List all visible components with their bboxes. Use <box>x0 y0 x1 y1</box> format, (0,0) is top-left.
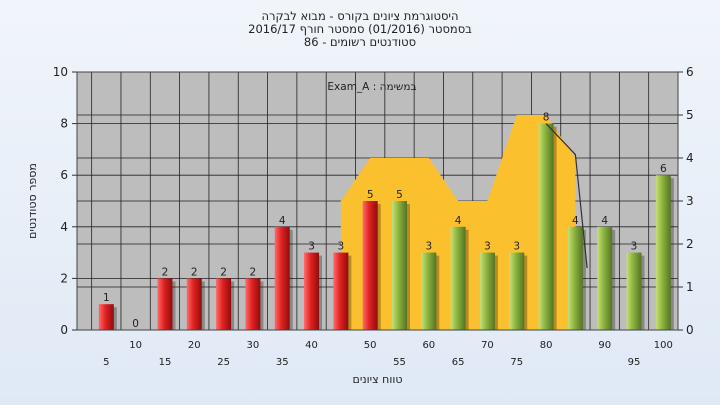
bar <box>567 226 583 330</box>
chart-subtitle-students: סטודנטים רשומים - 86 <box>303 35 417 49</box>
y2-axis-tick-label: 2 <box>686 237 694 251</box>
x-axis-tick-label: 40 <box>305 340 318 351</box>
x-axis-tick-label: 35 <box>276 357 289 368</box>
bar-value-label: 4 <box>572 215 579 227</box>
x-axis-tick-label: 30 <box>247 340 260 351</box>
bar <box>479 252 495 330</box>
chart-title-block: היסטוגרמת ציונים בקורס - מבוא לבקרה בסמס… <box>0 10 720 49</box>
y-axis-tick-label: 0 <box>60 323 68 337</box>
bar-value-label: 3 <box>631 241 638 253</box>
x-axis-tick-label: 80 <box>540 340 553 351</box>
y2-axis-tick-label: 0 <box>686 323 694 337</box>
bar <box>597 226 613 330</box>
bar-value-label: 3 <box>513 241 520 253</box>
bar <box>157 278 173 330</box>
y-axis-tick-label: 4 <box>60 220 68 234</box>
bar-value-label: 4 <box>455 215 462 227</box>
bar-value-label: 1 <box>103 292 110 304</box>
x-axis-tick-label: 60 <box>422 340 435 351</box>
x-axis-tick-label: 20 <box>188 340 201 351</box>
bar <box>421 252 437 330</box>
bar <box>216 278 232 330</box>
bar-value-label: 3 <box>484 241 491 253</box>
y-axis-tick-label: 10 <box>53 65 68 79</box>
bar-value-label: 3 <box>308 241 315 253</box>
bar-value-label: 2 <box>250 266 257 278</box>
x-axis-tick-label: 100 <box>654 340 673 351</box>
x-axis-tick-label: 15 <box>159 357 172 368</box>
bar-value-label: 4 <box>279 215 286 227</box>
x-axis-tick-label: 25 <box>217 357 230 368</box>
bar <box>655 175 671 330</box>
y-axis-title: מספר סטודנטים <box>26 163 39 239</box>
x-axis-tick-label: 70 <box>481 340 494 351</box>
chart-subtitle-semester: בסמסטר (01/2016) סמסטר חורף 2016/17 <box>248 22 472 36</box>
y2-axis-tick-label: 1 <box>686 280 694 294</box>
y-axis-tick-label: 2 <box>60 271 68 285</box>
bar <box>98 304 114 330</box>
bar <box>333 252 349 330</box>
y2-axis-tick-label: 4 <box>686 151 694 165</box>
bar <box>245 278 261 330</box>
x-axis-tick-label: 10 <box>129 340 142 351</box>
bar-value-label: 0 <box>132 318 139 330</box>
bar-value-label: 5 <box>396 189 403 201</box>
chart-annotation: במשימה : Exam_A <box>327 81 416 93</box>
bar <box>626 252 642 330</box>
bar <box>450 226 466 330</box>
bar-value-label: 3 <box>425 241 432 253</box>
x-axis-tick-label: 55 <box>393 357 406 368</box>
y2-axis-tick-label: 3 <box>686 194 694 208</box>
y2-axis-tick-label: 6 <box>686 65 694 79</box>
x-axis-tick-label: 50 <box>364 340 377 351</box>
bar-value-label: 5 <box>367 189 374 201</box>
x-axis-tick-label: 90 <box>598 340 611 351</box>
bar <box>538 123 554 330</box>
bar-value-label: 8 <box>543 112 550 124</box>
bar-value-label: 4 <box>601 215 608 227</box>
bar-value-label: 2 <box>162 266 169 278</box>
bar <box>391 201 407 330</box>
line-series <box>545 123 588 269</box>
bar <box>304 252 320 330</box>
x-axis-tick-label: 75 <box>510 357 523 368</box>
x-axis-tick-label: 65 <box>452 357 465 368</box>
y2-axis-tick-label: 5 <box>686 108 694 122</box>
x-axis-tick-label: 95 <box>628 357 641 368</box>
bar <box>509 252 525 330</box>
bar <box>274 226 290 330</box>
bar-value-label: 6 <box>660 163 667 175</box>
bar <box>186 278 202 330</box>
bar <box>362 201 378 330</box>
bar-value-label: 2 <box>191 266 198 278</box>
bar-value-label: 2 <box>220 266 227 278</box>
y-axis-tick-label: 8 <box>60 117 68 131</box>
x-axis-title: טווח ציונים <box>353 373 403 386</box>
bar-value-label: 3 <box>338 241 345 253</box>
y-axis-tick-label: 6 <box>60 168 68 182</box>
chart-title: היסטוגרמת ציונים בקורס - מבוא לבקרה <box>261 9 459 23</box>
x-axis-tick-label: 5 <box>103 357 109 368</box>
